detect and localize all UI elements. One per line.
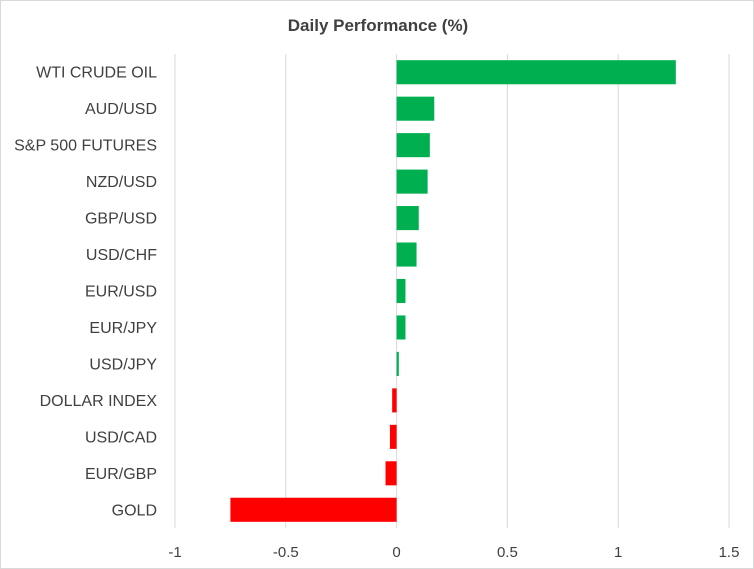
category-label: S&P 500 FUTURES xyxy=(14,138,157,155)
category-label: USD/CAD xyxy=(85,429,157,446)
x-tick-label: -1 xyxy=(168,544,181,561)
category-label: EUR/GBP xyxy=(85,466,157,483)
x-tick-label: 1 xyxy=(614,544,622,561)
bar xyxy=(389,424,397,449)
category-label: AUD/USD xyxy=(85,101,157,118)
bar xyxy=(396,278,406,304)
category-label: NZD/USD xyxy=(86,174,157,191)
bar xyxy=(385,461,397,486)
category-label: USD/JPY xyxy=(89,356,157,373)
category-label: GOLD xyxy=(112,502,157,519)
chart-title: Daily Performance (%) xyxy=(288,16,468,35)
category-label: USD/CHF xyxy=(86,247,157,264)
bar xyxy=(396,242,417,267)
bars xyxy=(230,60,676,522)
category-label: WTI CRUDE OIL xyxy=(36,65,157,82)
bar xyxy=(392,388,397,413)
bar xyxy=(396,169,428,194)
category-label: EUR/USD xyxy=(85,284,157,301)
category-label: GBP/USD xyxy=(85,211,157,228)
x-tick-label: 1.5 xyxy=(719,544,740,561)
gridlines xyxy=(174,54,730,528)
x-tick-label: -0.5 xyxy=(273,544,299,561)
bar xyxy=(396,133,430,158)
bar xyxy=(230,497,397,522)
bar xyxy=(396,96,435,121)
bar xyxy=(396,315,406,340)
bar xyxy=(396,351,399,376)
bar xyxy=(396,60,676,85)
category-label: EUR/JPY xyxy=(89,320,157,337)
x-tick-label: 0 xyxy=(392,544,400,561)
category-label: DOLLAR INDEX xyxy=(40,393,158,410)
x-axis-tick-labels: -1 -0.5 0 0.5 1 1.5 xyxy=(168,544,739,561)
x-tick-label: 0.5 xyxy=(497,544,518,561)
bar xyxy=(396,206,419,231)
category-labels: WTI CRUDE OIL AUD/USD S&P 500 FUTURES NZD/U… xyxy=(14,65,157,520)
